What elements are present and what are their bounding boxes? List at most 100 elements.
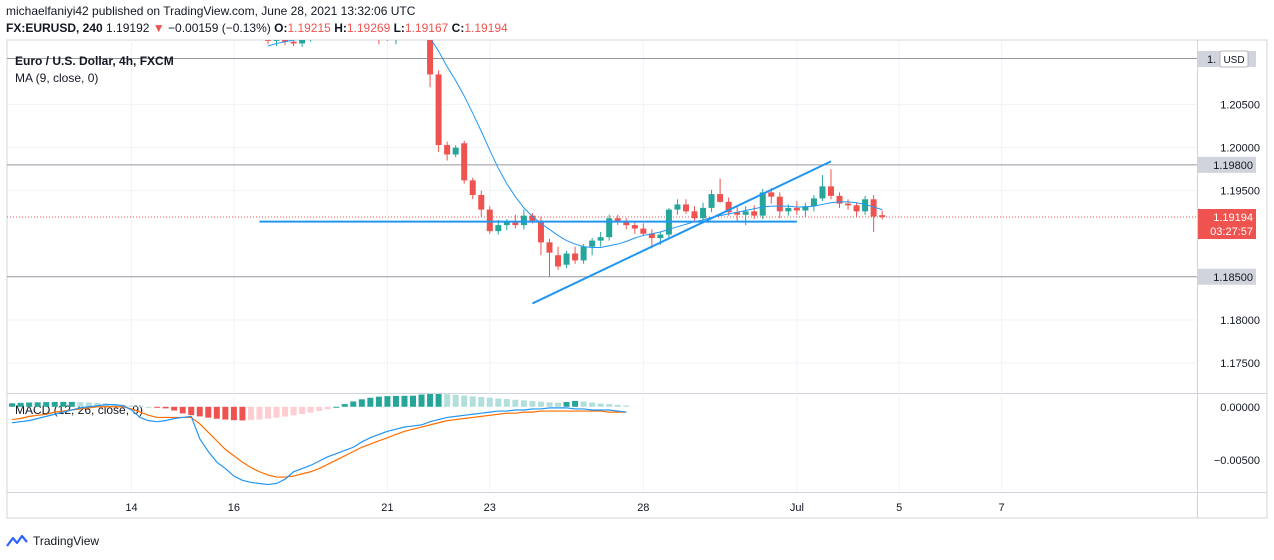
macd-bar xyxy=(512,399,519,407)
open-label: O: xyxy=(274,21,288,35)
macd-bar xyxy=(410,395,417,407)
candle-body xyxy=(640,228,647,234)
candle-body xyxy=(708,194,715,208)
last-price: 1.19192 xyxy=(106,21,150,35)
macd-bar xyxy=(375,396,382,407)
macd-bar xyxy=(384,396,391,407)
macd-bar xyxy=(589,402,596,407)
time-tick-label: 23 xyxy=(484,502,496,514)
time-tick-label: Jul xyxy=(790,502,804,514)
candle-body xyxy=(461,143,468,181)
candle-body xyxy=(657,234,664,239)
candle-body xyxy=(751,211,758,216)
chart-legend-title: Euro / U.S. Dollar, 4h, FXCM xyxy=(15,54,174,68)
candle-body xyxy=(367,29,373,32)
candle-body xyxy=(623,220,630,226)
time-tick-label: 5 xyxy=(896,502,902,514)
candle-body xyxy=(580,246,587,261)
candle-body xyxy=(342,29,348,33)
candle-body xyxy=(265,40,271,41)
candle-body xyxy=(768,192,775,197)
price-tick-label: 1.19500 xyxy=(1220,186,1260,198)
macd-bar xyxy=(427,394,434,407)
macd-bar xyxy=(350,401,357,407)
macd-bar xyxy=(367,397,374,407)
candle-body xyxy=(333,29,339,32)
candle-body xyxy=(682,204,689,212)
candle-body xyxy=(325,32,331,36)
macd-tick-label: −0.00500 xyxy=(1214,455,1260,467)
macd-bar xyxy=(213,406,220,419)
candle-body xyxy=(384,35,390,38)
macd-bar xyxy=(265,406,271,419)
candle-body xyxy=(444,145,451,155)
level-label-bg xyxy=(1198,268,1256,285)
candle-body xyxy=(452,147,459,155)
time-tick-label: 28 xyxy=(637,502,649,514)
chart-frame xyxy=(6,39,1268,519)
low-value: 1.19167 xyxy=(404,21,449,35)
candle-body xyxy=(606,218,613,238)
macd-bar xyxy=(60,401,67,407)
candle-body xyxy=(393,33,399,37)
time-tick-label: 16 xyxy=(228,502,240,514)
macd-bar xyxy=(26,402,33,407)
candle-body xyxy=(401,33,407,36)
price-change: −0.00159 (−0.13%) xyxy=(168,21,271,35)
candle-body xyxy=(563,253,570,265)
candle-body xyxy=(503,222,510,226)
candle-body xyxy=(273,40,280,41)
macd-bar xyxy=(68,401,75,407)
macd-bar xyxy=(154,406,161,408)
macd-bar xyxy=(401,395,408,407)
macd-bar xyxy=(623,405,630,407)
macd-bar xyxy=(546,402,553,407)
candle-body xyxy=(845,203,852,206)
candle-body xyxy=(819,186,826,199)
macd-bar xyxy=(85,402,92,407)
macd-tick-label: 0.00000 xyxy=(1220,402,1260,414)
candle-body xyxy=(520,215,527,226)
footer-brand[interactable]: TradingView xyxy=(33,534,100,548)
macd-bar xyxy=(171,406,178,411)
ma-legend: MA (9, close, 0) xyxy=(15,71,98,85)
macd-bar xyxy=(572,400,579,407)
macd-signal-line xyxy=(12,406,627,478)
macd-bar xyxy=(247,406,254,421)
candle-body xyxy=(717,194,724,202)
macd-bar xyxy=(444,394,451,407)
high-value: 1.19269 xyxy=(346,21,391,35)
macd-bar xyxy=(461,395,468,407)
candle-body xyxy=(537,220,544,243)
macd-bar xyxy=(43,402,50,407)
macd-bar xyxy=(77,402,84,407)
candle-body xyxy=(597,237,604,241)
down-arrow-icon: ▼ xyxy=(152,21,165,35)
candle-body xyxy=(853,205,860,212)
candle-body xyxy=(862,199,869,212)
level-label: 1.19800 xyxy=(1213,160,1253,172)
macd-bar xyxy=(580,401,587,407)
macd-bar xyxy=(418,394,425,407)
macd-bar xyxy=(520,400,527,407)
candle-body xyxy=(691,211,698,219)
price-tick-label: 1.17500 xyxy=(1220,358,1260,370)
macd-bar xyxy=(145,406,152,408)
macd-bar xyxy=(614,404,621,407)
time-tick-label: 7 xyxy=(999,502,1005,514)
macd-bar xyxy=(435,394,442,407)
candle-body xyxy=(700,207,707,219)
footer: TradingView xyxy=(6,534,99,548)
candle-body xyxy=(589,240,596,247)
level-label: 1.18500 xyxy=(1213,272,1253,284)
macd-bar xyxy=(111,404,118,407)
macd-bar xyxy=(222,406,229,420)
macd-bar xyxy=(392,395,399,407)
candle-body xyxy=(308,34,314,38)
macd-bar xyxy=(196,406,203,417)
macd-bar xyxy=(137,406,144,408)
macd-bar xyxy=(486,397,493,407)
candle-body xyxy=(734,212,741,215)
macd-bar xyxy=(478,396,485,407)
